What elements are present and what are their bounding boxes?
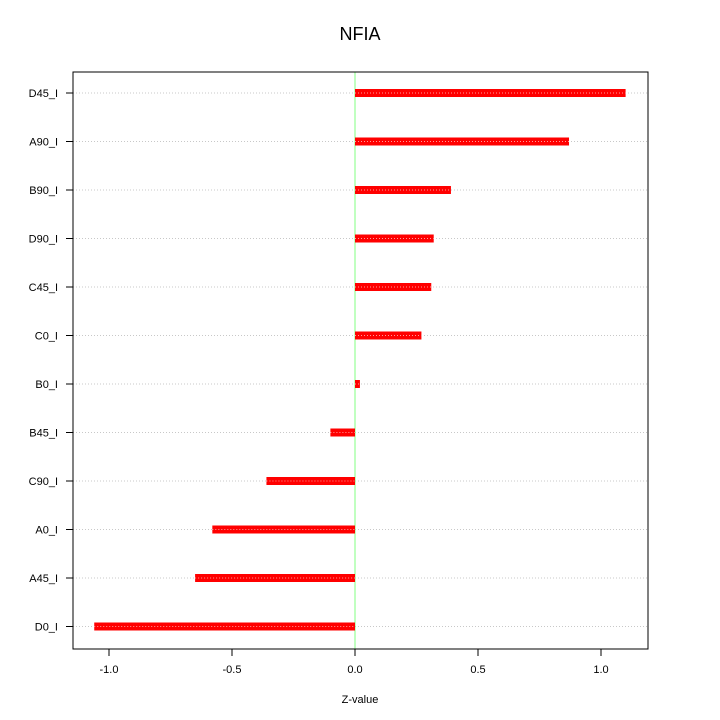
x-tick-label: -0.5 <box>223 664 242 676</box>
x-tick-label: 0.0 <box>347 664 362 676</box>
bar <box>212 525 355 534</box>
y-tick-label: A90_I <box>29 137 58 149</box>
plot-frame <box>72 71 649 650</box>
y-tick-label: C0_I <box>35 331 58 343</box>
bar <box>355 137 570 146</box>
bar <box>266 477 355 485</box>
chart-title: NFIA <box>339 24 380 44</box>
grid-lines <box>73 92 648 627</box>
bar <box>355 380 360 388</box>
bar <box>195 574 355 582</box>
y-tick-label: A0_I <box>35 525 58 537</box>
y-tick-label: B90_I <box>29 185 58 197</box>
bar <box>355 283 432 291</box>
y-tick-label: D0_I <box>35 622 58 634</box>
y-tick-label: B45_I <box>29 428 58 440</box>
y-tick-label: C45_I <box>29 282 58 294</box>
y-tick-label: B0_I <box>35 379 58 391</box>
x-axis: -1.0 -0.5 0.0 0.5 1.0 <box>100 649 609 676</box>
x-tick-label: 1.0 <box>593 664 608 676</box>
y-tick-label: C90_I <box>29 476 58 488</box>
x-axis-label: Z-value <box>342 694 379 706</box>
bar <box>94 622 356 631</box>
x-tick-label: 0.5 <box>470 664 485 676</box>
y-tick-label: D90_I <box>29 234 58 246</box>
y-tick-label: D45_I <box>29 88 58 100</box>
x-tick-label: -1.0 <box>100 664 119 676</box>
bar <box>355 186 451 194</box>
bars <box>94 89 626 631</box>
y-axis: D45_I A90_I B90_I D90_I C45_I C0_I B0_I B45_I C9… <box>29 88 73 634</box>
y-tick-label: A45_I <box>29 573 58 585</box>
